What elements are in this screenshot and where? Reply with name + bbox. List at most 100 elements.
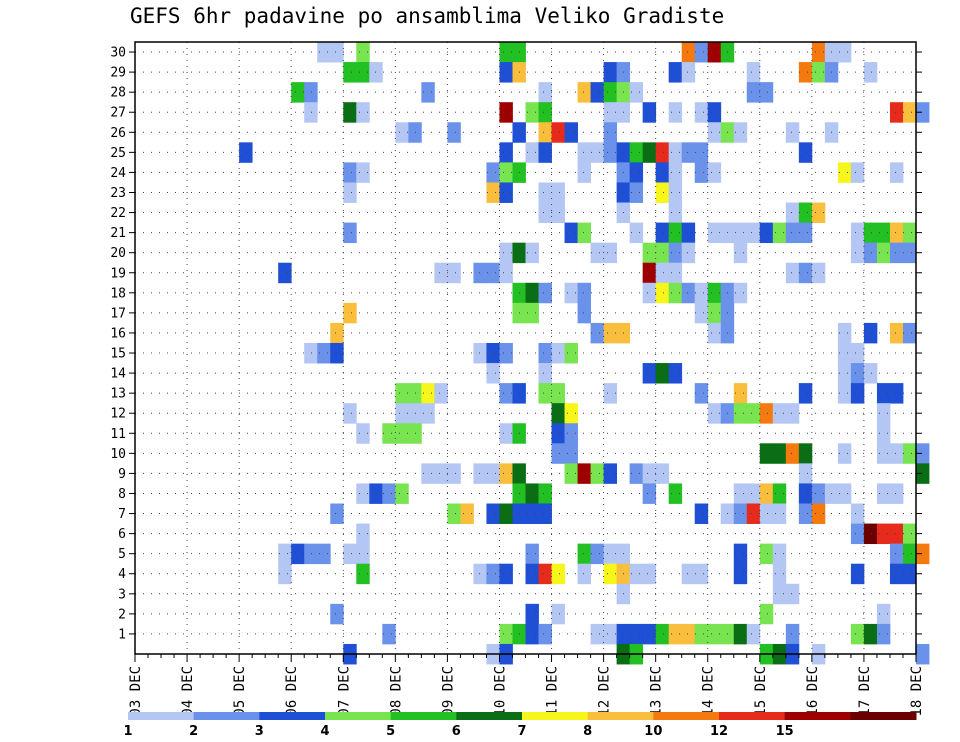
heatmap-cell xyxy=(798,202,813,223)
heatmap-cell xyxy=(603,322,618,344)
heatmap-cell xyxy=(655,182,670,203)
heatmap-cell xyxy=(876,423,891,444)
heatmap-cell xyxy=(590,322,604,344)
heatmap-cell xyxy=(902,543,917,565)
heatmap-cell xyxy=(239,142,253,163)
heatmap-cell xyxy=(590,543,604,565)
heatmap-cell xyxy=(525,563,539,585)
x-tick-label: 11 DEC xyxy=(545,666,561,717)
heatmap-cell xyxy=(525,142,539,163)
heatmap-cell xyxy=(746,62,761,83)
heatmap-cell xyxy=(785,443,800,464)
heatmap-cell xyxy=(538,363,552,384)
legend-label: 2 xyxy=(189,724,198,739)
y-tick-label: 25 xyxy=(110,146,126,161)
x-tick-label: 03 DEC xyxy=(128,666,144,717)
heatmap-cell xyxy=(798,443,813,464)
heatmap-cell xyxy=(577,222,591,244)
heatmap-cell xyxy=(655,242,670,264)
legend-label: 15 xyxy=(776,724,794,739)
heatmap-cell xyxy=(642,102,657,123)
heatmap-cell xyxy=(916,543,930,565)
x-tick-label: 13 DEC xyxy=(649,666,665,717)
heatmap-cell xyxy=(395,483,409,504)
heatmap-cell xyxy=(473,262,487,284)
heatmap-cell xyxy=(668,222,683,244)
heatmap-cell xyxy=(590,623,604,645)
heatmap-cell xyxy=(291,82,305,103)
heatmap-cell xyxy=(811,262,826,284)
y-tick-label: 26 xyxy=(110,126,126,141)
heatmap-cell xyxy=(486,363,500,384)
heatmap-cell xyxy=(798,262,813,284)
heatmap-cell xyxy=(551,443,565,464)
heatmap-cell xyxy=(850,363,865,384)
heatmap-cell xyxy=(330,322,344,344)
heatmap-cell xyxy=(382,483,396,504)
heatmap-cell xyxy=(694,302,709,324)
heatmap-cell xyxy=(733,483,748,504)
heatmap-cell xyxy=(655,142,670,163)
legend-label: 12 xyxy=(710,724,728,739)
heatmap-cell xyxy=(772,403,787,424)
heatmap-cell xyxy=(850,503,865,524)
heatmap-cell xyxy=(603,242,618,264)
heatmap-cell xyxy=(889,383,904,404)
heatmap-cell xyxy=(694,563,709,585)
heatmap-cell xyxy=(785,623,800,645)
heatmap-cell xyxy=(798,222,813,244)
heatmap-cell xyxy=(876,603,891,625)
heatmap-cell xyxy=(876,483,891,504)
heatmap-cell xyxy=(681,142,696,163)
heatmap-cell xyxy=(889,222,904,244)
heatmap-cell xyxy=(811,503,826,524)
heatmap-cell xyxy=(317,342,331,364)
y-axis: 1234567891011121314151617181920212223242… xyxy=(110,46,922,642)
heatmap-cell xyxy=(876,623,891,645)
heatmap-cell xyxy=(538,82,552,103)
legend-swatch xyxy=(193,712,260,720)
heatmap-cell xyxy=(876,523,891,545)
heatmap-cell xyxy=(499,162,513,183)
heatmap-cell xyxy=(525,543,539,565)
heatmap-cell xyxy=(655,222,670,244)
heatmap-cell xyxy=(902,242,917,264)
heatmap-cell xyxy=(733,122,748,143)
heatmap-cell xyxy=(317,42,331,63)
heatmap-cell xyxy=(304,543,318,565)
heatmap-cell xyxy=(577,142,591,163)
heatmap-cell xyxy=(798,483,813,504)
heatmap-cell xyxy=(603,623,618,645)
heatmap-cell xyxy=(642,563,657,585)
y-tick-label: 14 xyxy=(110,367,126,382)
heatmap-cell xyxy=(538,142,552,163)
heatmap-cell xyxy=(473,342,487,364)
heatmap-cell xyxy=(889,483,904,504)
y-tick-label: 3 xyxy=(118,587,126,602)
heatmap-cell xyxy=(694,162,709,183)
heatmap-cell xyxy=(499,242,513,264)
heatmap-cell xyxy=(655,463,670,484)
legend-swatch xyxy=(784,712,851,720)
x-tick-label: 04 DEC xyxy=(180,666,196,717)
heatmap-cell xyxy=(525,302,539,324)
legend-swatch xyxy=(719,712,786,720)
heatmap-cell xyxy=(811,483,826,504)
heatmap-cell xyxy=(694,383,709,404)
heatmap-cell xyxy=(382,423,396,444)
heatmap-cell xyxy=(668,363,683,384)
heatmap-cell xyxy=(837,363,852,384)
heatmap-cell xyxy=(772,443,787,464)
heatmap-cell xyxy=(538,342,552,364)
heatmap-cell xyxy=(330,342,344,364)
heatmap-cell xyxy=(330,42,344,63)
heatmap-cell xyxy=(447,503,461,524)
heatmap-cell xyxy=(811,42,826,63)
heatmap-cell xyxy=(343,102,357,123)
heatmap-cell xyxy=(759,603,774,625)
heatmap-cell xyxy=(499,262,513,284)
heatmap-cell xyxy=(785,403,800,424)
heatmap-cell xyxy=(902,443,917,464)
heatmap-cell xyxy=(551,423,565,444)
heatmap-cell xyxy=(356,62,370,83)
